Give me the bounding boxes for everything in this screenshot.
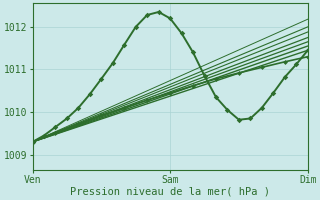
X-axis label: Pression niveau de la mer( hPa ): Pression niveau de la mer( hPa )	[70, 187, 270, 197]
